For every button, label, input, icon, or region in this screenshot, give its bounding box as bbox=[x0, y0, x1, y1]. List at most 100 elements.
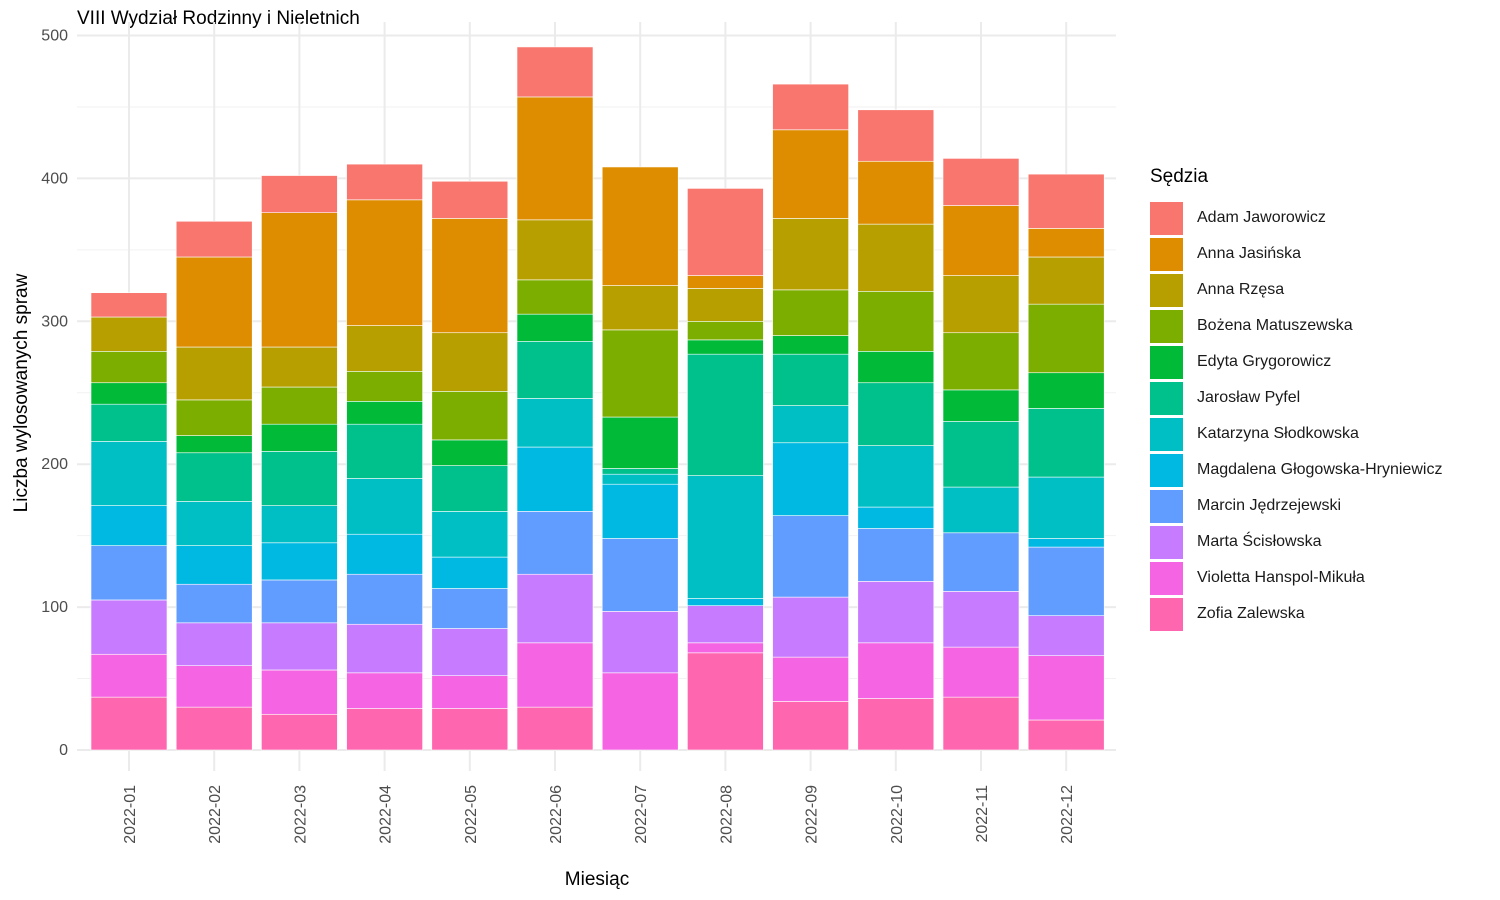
bar-segment bbox=[90, 292, 168, 318]
bar-segment bbox=[772, 701, 849, 751]
y-tick-label: 100 bbox=[41, 599, 68, 616]
legend-label: Violetta Hanspol-Mikuła bbox=[1197, 569, 1365, 586]
bar-segment bbox=[346, 325, 423, 372]
bar-segment bbox=[1027, 256, 1105, 305]
chart-title: VIII Wydział Rodzinny i Nieletnich bbox=[77, 8, 360, 29]
bar-segment bbox=[601, 483, 679, 539]
bar-segment bbox=[431, 556, 509, 589]
bar-segment bbox=[261, 212, 338, 348]
bar-segment bbox=[175, 346, 253, 401]
bar-segment bbox=[90, 696, 168, 751]
bar-segment bbox=[175, 256, 253, 348]
legend-swatch bbox=[1150, 273, 1183, 307]
bar-segment bbox=[857, 382, 935, 446]
bar-segment bbox=[601, 166, 679, 286]
bar-segment bbox=[431, 511, 509, 558]
y-tick-label: 400 bbox=[41, 170, 68, 187]
legend-label: Marcin Jędrzejewski bbox=[1197, 497, 1342, 514]
legend: Sędzia Adam Jaworowicz Anna Jasińska Anna … bbox=[1150, 166, 1442, 632]
bar-segment bbox=[261, 386, 338, 425]
bar-segment bbox=[687, 275, 764, 289]
legend-item: Violetta Hanspol-Mikuła bbox=[1150, 560, 1442, 596]
bar-segment bbox=[1027, 476, 1105, 539]
x-tick-label: 2022-01 bbox=[122, 785, 139, 844]
legend-item: Marcin Jędrzejewski bbox=[1150, 488, 1442, 524]
bar-segment bbox=[601, 611, 679, 674]
legend-swatch bbox=[1150, 309, 1183, 343]
legend-item: Marta Ścisłowska bbox=[1150, 524, 1442, 560]
bar-segment bbox=[431, 218, 509, 334]
bar-segment bbox=[857, 445, 935, 508]
bar-segment bbox=[175, 706, 253, 751]
bar-segment bbox=[431, 180, 509, 219]
bar-segment bbox=[857, 642, 935, 699]
bar-segment bbox=[601, 329, 679, 418]
bar-segment bbox=[431, 465, 509, 512]
bar-segment bbox=[261, 713, 338, 751]
bar-segment bbox=[772, 83, 849, 131]
bar-segment bbox=[857, 581, 935, 644]
x-tick-label: 2022-02 bbox=[207, 785, 224, 844]
bar-segment bbox=[857, 109, 935, 162]
bar-segment bbox=[261, 451, 338, 506]
bar-segment bbox=[516, 706, 594, 751]
legend-swatch bbox=[1150, 489, 1183, 523]
legend-label: Bożena Matuszewska bbox=[1197, 317, 1353, 334]
bar-segment bbox=[1027, 303, 1105, 374]
legend-swatch bbox=[1150, 597, 1183, 631]
bar-segment bbox=[346, 163, 423, 201]
legend-label: Magdalena Głogowska-Hryniewicz bbox=[1197, 461, 1443, 478]
legend-item: Anna Rzęsa bbox=[1150, 272, 1442, 308]
x-tick-label: 2022-12 bbox=[1059, 785, 1076, 844]
bar-segment bbox=[687, 598, 764, 606]
bar-segment bbox=[90, 382, 168, 405]
legend-item: Adam Jaworowicz bbox=[1150, 200, 1442, 236]
legend-item: Edyta Grygorowicz bbox=[1150, 344, 1442, 380]
bar-segment bbox=[346, 199, 423, 326]
bar-segment bbox=[346, 672, 423, 709]
bar-segment bbox=[687, 475, 764, 599]
bar-segment bbox=[516, 279, 594, 315]
legend-item: Zofia Zalewska bbox=[1150, 596, 1442, 632]
bar-segment bbox=[516, 573, 594, 644]
bar-segment bbox=[516, 313, 594, 342]
bar-segment bbox=[90, 653, 168, 698]
bar-segment bbox=[942, 205, 1020, 276]
y-tick-label: 0 bbox=[59, 742, 68, 759]
bar-segment bbox=[1027, 719, 1105, 751]
legend-label: Jarosław Pyfel bbox=[1197, 389, 1301, 406]
bar-segment bbox=[601, 538, 679, 612]
bar-segment bbox=[942, 646, 1020, 698]
x-axis-label: Miesiąc bbox=[565, 869, 629, 890]
bar-segment bbox=[942, 591, 1020, 648]
legend-swatch bbox=[1150, 381, 1183, 415]
bar-segment bbox=[772, 289, 849, 336]
bar-segment bbox=[516, 46, 594, 98]
legend-label: Adam Jaworowicz bbox=[1197, 209, 1326, 226]
bar-segment bbox=[1027, 538, 1105, 548]
legend-label: Anna Jasińska bbox=[1197, 245, 1302, 262]
bar-segment bbox=[687, 652, 764, 751]
bar-segment bbox=[346, 533, 423, 575]
bars bbox=[90, 46, 1105, 751]
bar-segment bbox=[346, 371, 423, 402]
legend-swatch bbox=[1150, 417, 1183, 451]
x-tick-label: 2022-08 bbox=[718, 785, 735, 844]
bar-segment bbox=[175, 501, 253, 546]
bar-segment bbox=[175, 399, 253, 436]
bar-segment bbox=[1027, 546, 1105, 616]
bar-segment bbox=[601, 285, 679, 331]
bar-segment bbox=[772, 656, 849, 702]
bar-segment bbox=[90, 545, 168, 601]
bar-segment bbox=[261, 505, 338, 544]
bar-segment bbox=[261, 423, 338, 452]
x-tick-label: 2022-07 bbox=[633, 785, 650, 844]
bar-segment bbox=[175, 545, 253, 585]
bar-segment bbox=[261, 175, 338, 213]
bar-segment bbox=[431, 628, 509, 676]
bar-segment bbox=[772, 405, 849, 444]
bar-segment bbox=[175, 220, 253, 258]
bar-segment bbox=[857, 698, 935, 751]
x-tick-label: 2022-03 bbox=[292, 785, 309, 844]
